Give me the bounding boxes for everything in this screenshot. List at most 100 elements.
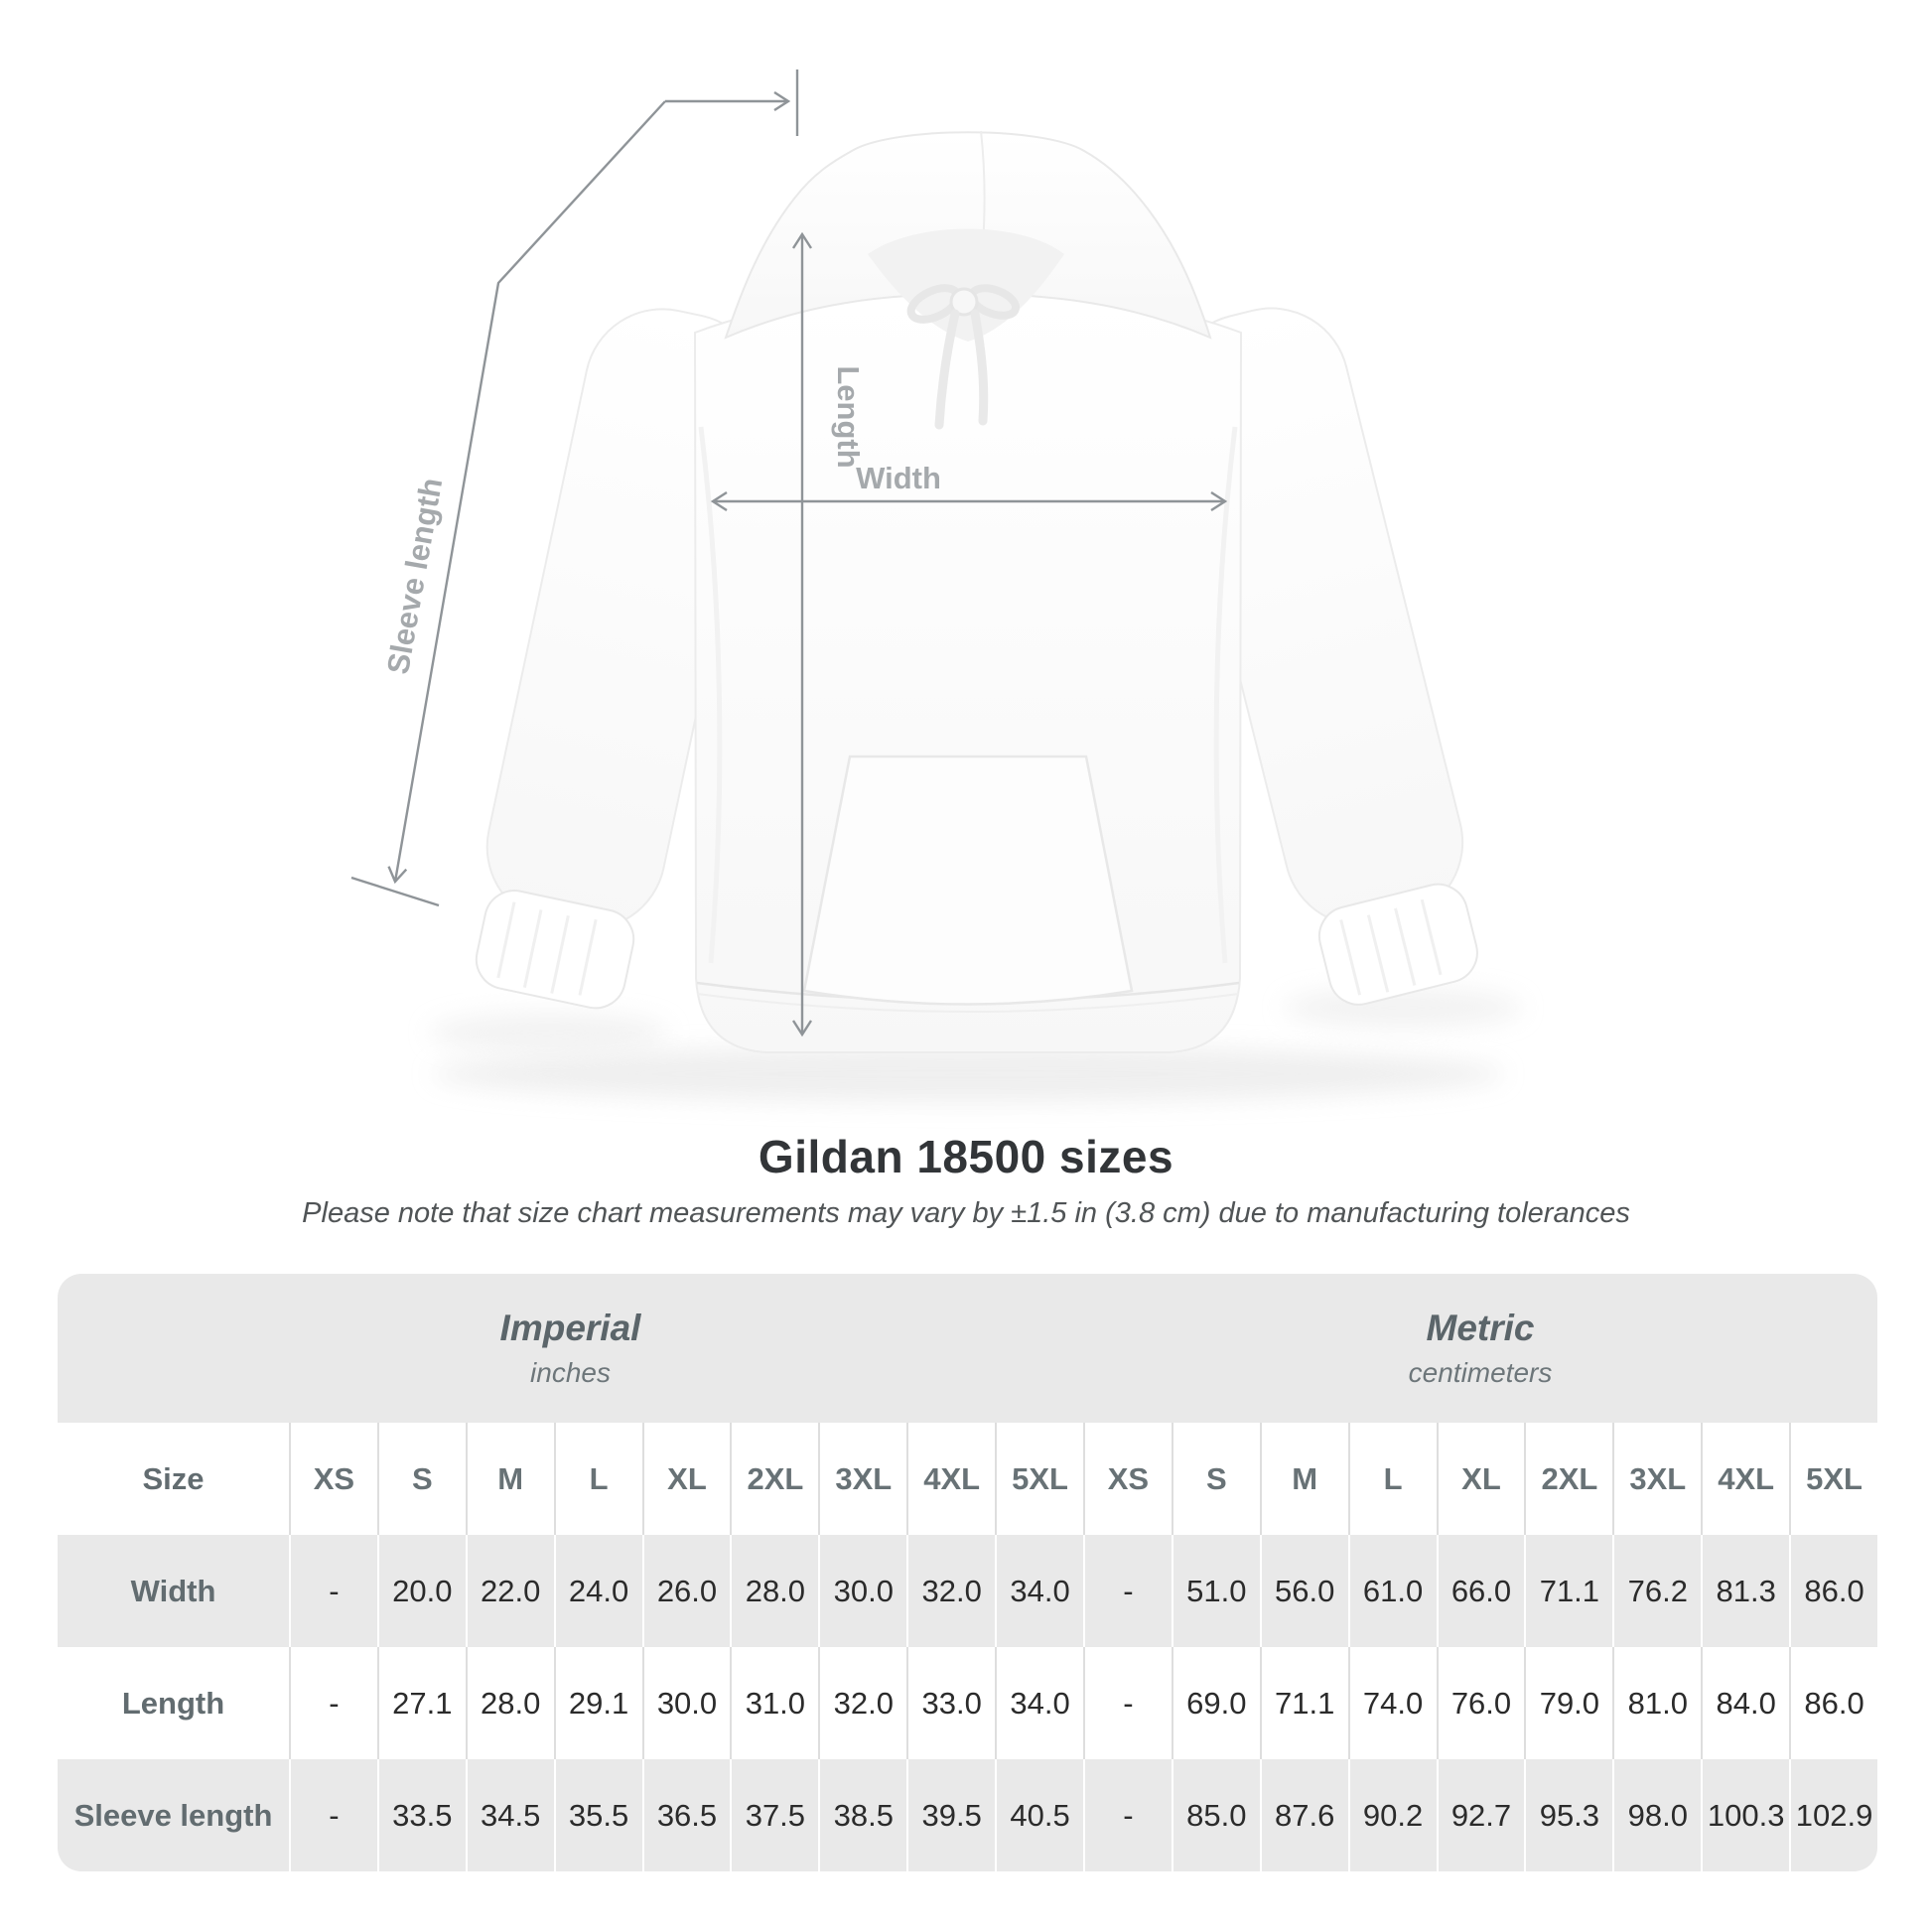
- hood-opening: [868, 228, 1064, 342]
- sleeve-value-cell: 100.3: [1701, 1759, 1789, 1871]
- sleeve-value-cell: 35.5: [553, 1759, 642, 1871]
- size-col-header: L: [1347, 1423, 1437, 1535]
- length-value-cell: 74.0: [1347, 1647, 1437, 1759]
- width-value-cell: 24.0: [553, 1535, 642, 1647]
- width-label: Width: [856, 461, 941, 495]
- size-col-header: XS: [1082, 1423, 1172, 1535]
- sleeve-value-cell: 90.2: [1347, 1759, 1437, 1871]
- hoodie-hood: [724, 130, 1212, 342]
- garment-shadow: [430, 988, 1522, 1102]
- size-col-header: S: [1171, 1423, 1260, 1535]
- length-value-cell: 71.1: [1259, 1647, 1348, 1759]
- length-label: Length: [831, 365, 866, 468]
- sleeve-value-cell: 33.5: [376, 1759, 466, 1871]
- width-row-label: Width: [130, 1573, 216, 1608]
- size-col-header: 5XL: [1789, 1423, 1877, 1535]
- sleeve-value-cell: 37.5: [730, 1759, 818, 1871]
- length-value-cell: 86.0: [1789, 1647, 1877, 1759]
- width-value-cell: 32.0: [906, 1535, 995, 1647]
- length-value-cell: 29.1: [553, 1647, 642, 1759]
- width-value-cell: 56.0: [1259, 1535, 1348, 1647]
- size-col-header: S: [376, 1423, 466, 1535]
- length-row-label: Length: [121, 1685, 225, 1721]
- width-value-cell: 61.0: [1347, 1535, 1437, 1647]
- metric-title: Metric: [1426, 1308, 1535, 1348]
- size-col-header: 3XL: [1612, 1423, 1701, 1535]
- sleeve-length-label: Sleeve length: [380, 476, 449, 677]
- length-value-cell: 81.0: [1612, 1647, 1701, 1759]
- width-value-cell: 51.0: [1171, 1535, 1260, 1647]
- sleeve-value-cell: 98.0: [1612, 1759, 1701, 1871]
- size-col-header: 3XL: [818, 1423, 906, 1535]
- sleeve-value-cell: 92.7: [1436, 1759, 1525, 1871]
- size-header-row: Size XS S M L XL 2XL 3XL 4XL 5XL XS S M L XL 2XL 3XL 4X…: [58, 1423, 1877, 1535]
- length-value-cell: 79.0: [1524, 1647, 1612, 1759]
- size-col-header: L: [553, 1423, 642, 1535]
- size-col-header: XL: [1436, 1423, 1525, 1535]
- width-value-cell: 71.1: [1524, 1535, 1612, 1647]
- width-value-cell: 81.3: [1701, 1535, 1789, 1647]
- width-value-cell: 86.0: [1789, 1535, 1877, 1647]
- size-col-header: M: [465, 1423, 554, 1535]
- sleeve-value-cell: 34.5: [465, 1759, 554, 1871]
- drawstring-knot: [949, 287, 979, 317]
- width-value-cell: 76.2: [1612, 1535, 1701, 1647]
- length-value-cell: 69.0: [1171, 1647, 1260, 1759]
- sleeve-value-cell: 40.5: [995, 1759, 1083, 1871]
- right-cuff: [1317, 883, 1478, 1006]
- tolerance-note: Please note that size chart measurements…: [302, 1197, 1630, 1229]
- imperial-unit: inches: [530, 1357, 611, 1388]
- length-value-cell: 28.0: [465, 1647, 554, 1759]
- length-value-cell: -: [1082, 1647, 1172, 1759]
- length-value-cell: 33.0: [906, 1647, 995, 1759]
- size-col-header: XL: [641, 1423, 731, 1535]
- length-value-cell: 31.0: [730, 1647, 818, 1759]
- sleeve-value-cell: -: [1082, 1759, 1172, 1871]
- sleeve-value-cell: 39.5: [906, 1759, 995, 1871]
- size-col-header: 2XL: [730, 1423, 818, 1535]
- length-value-cell: 34.0: [995, 1647, 1083, 1759]
- width-value-cell: -: [1082, 1535, 1172, 1647]
- length-value-cell: -: [289, 1647, 377, 1759]
- sleeve-value-cell: 95.3: [1524, 1759, 1612, 1871]
- width-value-cell: 22.0: [465, 1535, 554, 1647]
- size-col-header: M: [1259, 1423, 1348, 1535]
- kangaroo-pocket: [802, 755, 1134, 1006]
- sleeve-row-label: Sleeve length: [73, 1797, 273, 1833]
- size-col-header: 4XL: [906, 1423, 995, 1535]
- imperial-header: Imperial inches: [58, 1274, 1083, 1423]
- width-value-cell: 66.0: [1436, 1535, 1525, 1647]
- sleeve-value-cell: -: [289, 1759, 377, 1871]
- size-row-label: Size: [142, 1460, 205, 1496]
- sleeve-value-cell: 36.5: [641, 1759, 731, 1871]
- size-col-header: 5XL: [995, 1423, 1083, 1535]
- size-col-header: XS: [289, 1423, 377, 1535]
- width-value-cell: 30.0: [818, 1535, 906, 1647]
- hoodie-measurement-diagram: Sleeve length Length Width: [350, 69, 1522, 1102]
- length-row: Length -27.1 28.0 29.1 30.0 31.0 32.0 33.0 34.0…: [58, 1647, 1877, 1759]
- sleeve-value-cell: 87.6: [1259, 1759, 1348, 1871]
- length-value-cell: 76.0: [1436, 1647, 1525, 1759]
- drawstring: [906, 284, 1020, 430]
- sleeve-length-row: Sleeve length -33.5 34.5 35.5 36.5 37.5 38.5 3…: [58, 1759, 1877, 1871]
- hoodie-illustration: Sleeve length Length Width: [350, 69, 1522, 1102]
- width-value-cell: 26.0: [641, 1535, 731, 1647]
- sleeve-value-cell: 85.0: [1171, 1759, 1260, 1871]
- units-header-row: Imperial inches Metric centimeters: [58, 1274, 1877, 1423]
- length-value-cell: 30.0: [641, 1647, 731, 1759]
- imperial-title: Imperial: [499, 1308, 641, 1348]
- size-table: Imperial inches Metric centimeters Size …: [58, 1274, 1877, 1871]
- width-row: Width -20.0 22.0 24.0 26.0 28.0 30.0 32.0 34.0 …: [58, 1535, 1877, 1647]
- metric-unit: centimeters: [1408, 1357, 1553, 1388]
- length-value-cell: 84.0: [1701, 1647, 1789, 1759]
- sleeve-value-cell: 102.9: [1789, 1759, 1877, 1871]
- width-value-cell: 34.0: [995, 1535, 1083, 1647]
- width-value-cell: 20.0: [376, 1535, 466, 1647]
- sleeve-length-arrow: [350, 69, 799, 907]
- length-value-cell: 27.1: [376, 1647, 466, 1759]
- length-value-cell: 32.0: [818, 1647, 906, 1759]
- page-title: Gildan 18500 sizes: [758, 1131, 1174, 1182]
- size-col-header: 4XL: [1701, 1423, 1789, 1535]
- size-col-header: 2XL: [1524, 1423, 1612, 1535]
- width-value-cell: -: [289, 1535, 377, 1647]
